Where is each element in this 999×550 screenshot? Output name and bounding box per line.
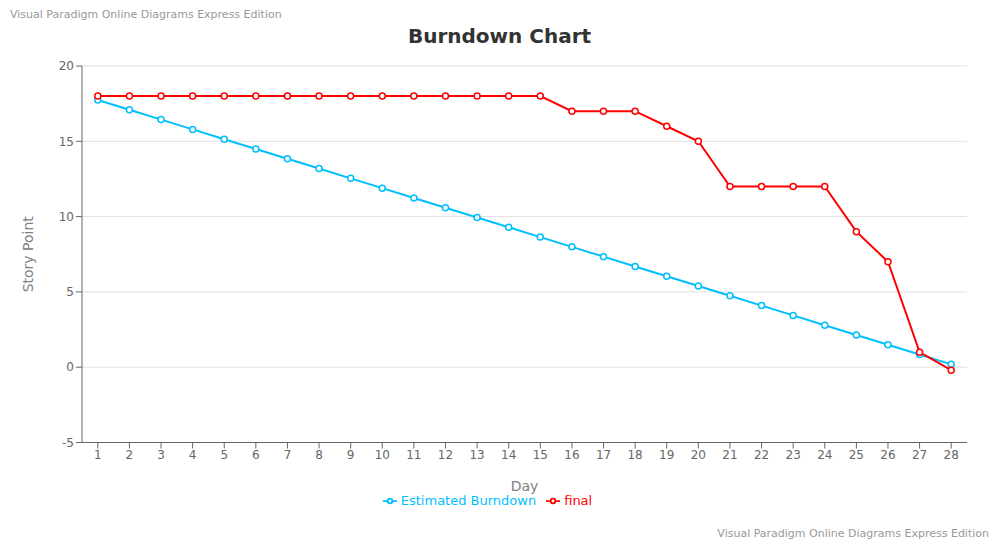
html-text:Visual Paradigm Online Diagram: Visual Paradigm Online Diagrams Express … [10, 8, 282, 21]
svg-text:26: 26 [880, 448, 895, 462]
svg-text:8: 8 [315, 448, 323, 462]
svg-text:16: 16 [564, 448, 579, 462]
svg-text:4: 4 [189, 448, 197, 462]
svg-text:7: 7 [284, 448, 292, 462]
svg-text:12: 12 [438, 448, 453, 462]
svg-text:2: 2 [126, 448, 134, 462]
svg-text:1: 1 [94, 448, 102, 462]
svg-text:18: 18 [627, 448, 642, 462]
svg-text:20: 20 [59, 59, 74, 73]
svg-text:Day: Day [511, 478, 539, 494]
svg-text:-5: -5 [62, 436, 74, 450]
svg-text:6: 6 [252, 448, 260, 462]
html-text:Visual Paradigm Online Diagram: Visual Paradigm Online Diagrams Express … [717, 527, 989, 540]
svg-text:9: 9 [347, 448, 355, 462]
svg-text:22: 22 [754, 448, 769, 462]
svg-text:10: 10 [375, 448, 390, 462]
svg-text:23: 23 [786, 448, 801, 462]
svg-text:5: 5 [66, 285, 74, 299]
svg-text:19: 19 [659, 448, 674, 462]
svg-text:28: 28 [944, 448, 959, 462]
html-text:Estimated Burndown: Estimated Burndown [400, 492, 537, 508]
svg-text:14: 14 [501, 448, 516, 462]
svg-text:10: 10 [59, 210, 74, 224]
svg-text:15: 15 [59, 135, 74, 149]
svg-text:27: 27 [912, 448, 927, 462]
svg-text:20: 20 [691, 448, 706, 462]
svg-text:13: 13 [469, 448, 484, 462]
svg-text:25: 25 [849, 448, 864, 462]
html-text:Burndown Chart: Burndown Chart [407, 24, 592, 48]
svg-text:15: 15 [533, 448, 548, 462]
svg-text:11: 11 [406, 448, 421, 462]
svg-text:17: 17 [596, 448, 611, 462]
svg-text:5: 5 [220, 448, 228, 462]
svg-text:24: 24 [817, 448, 832, 462]
html-text:final: final [564, 492, 593, 508]
svg-text:0: 0 [66, 360, 74, 374]
svg-text:Story Point: Story Point [20, 216, 36, 293]
svg-text:21: 21 [722, 448, 737, 462]
svg-text:3: 3 [157, 448, 165, 462]
